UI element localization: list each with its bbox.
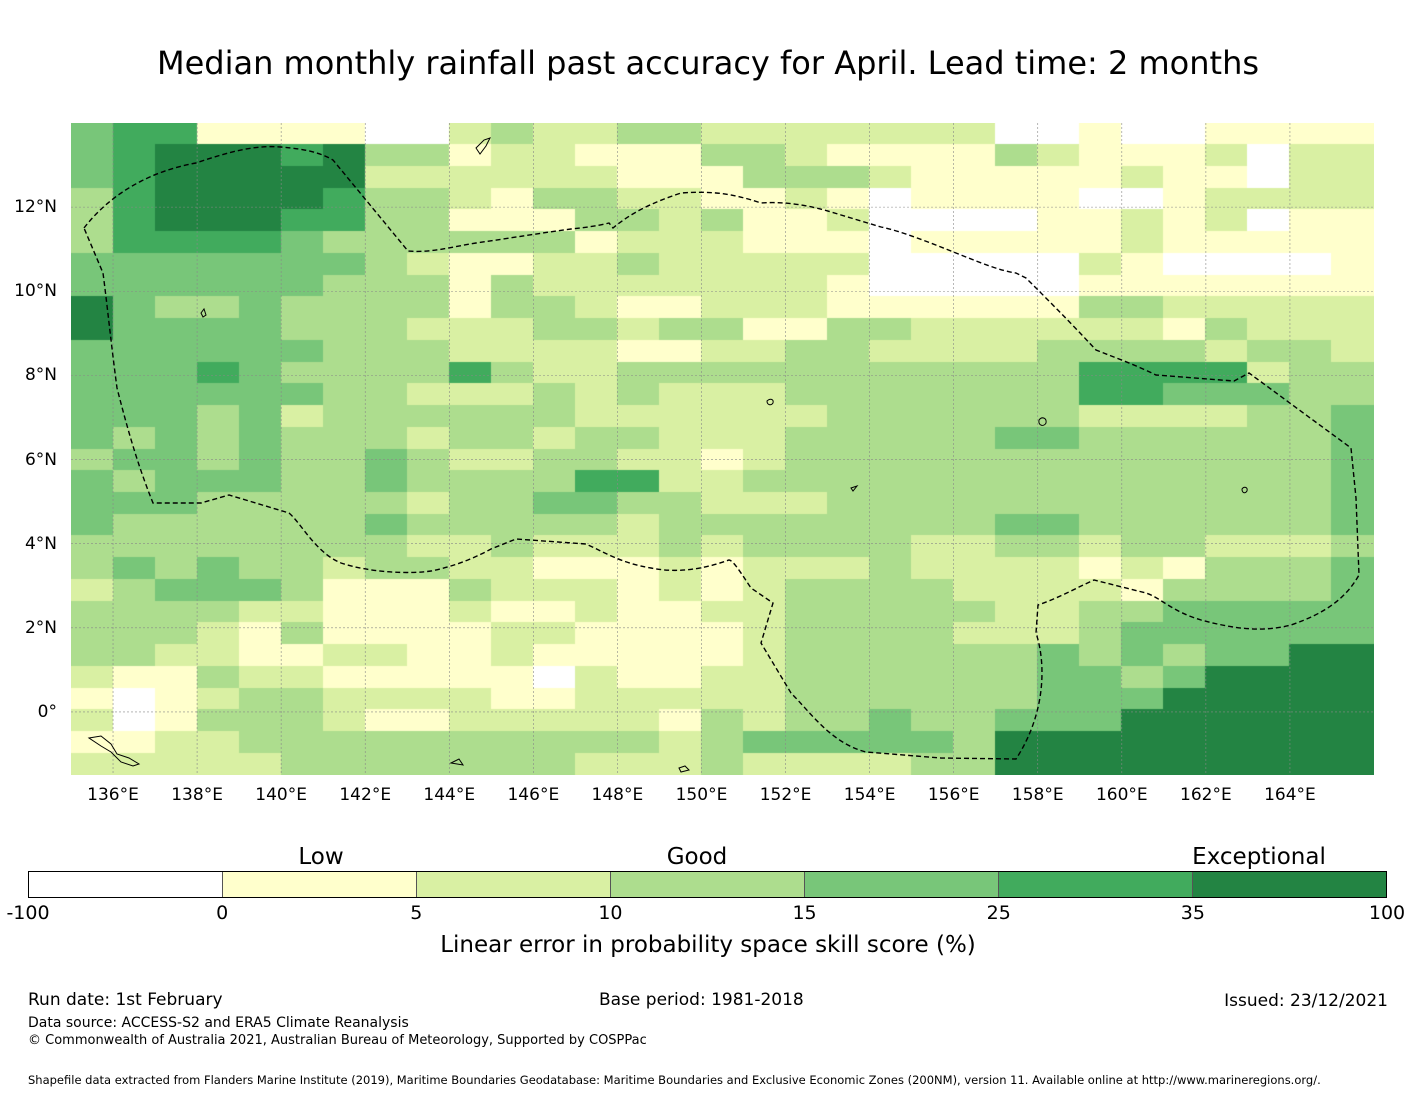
colorbar-category-good: Good (666, 844, 728, 870)
skill-score-map (71, 123, 1374, 775)
island-palau-region (87, 735, 141, 767)
island-yap (200, 307, 207, 318)
y-tick-label: 12°N (14, 197, 57, 218)
colorbar-segment (805, 872, 999, 897)
x-tick-label: 142°E (339, 785, 392, 805)
colorbar-tick-label: 25 (986, 902, 1011, 924)
colorbar-tick-label: 15 (792, 902, 817, 924)
y-tick-label: 4°N (24, 533, 57, 554)
y-tick-label: 2°N (24, 617, 57, 638)
x-tick-label: 164°E (1264, 785, 1316, 805)
colorbar-segment (417, 872, 611, 897)
island-chuuk (766, 398, 774, 406)
colorbar (28, 871, 1387, 898)
colorbar-segment (29, 872, 223, 897)
x-tick-label: 162°E (1180, 785, 1232, 805)
copyright: © Commonwealth of Australia 2021, Austra… (28, 1033, 647, 1048)
colorbar-tick-label: -100 (6, 902, 50, 924)
island-outlines (87, 137, 1248, 773)
skill-grid-raster (71, 123, 1374, 775)
y-tick-label: 10°N (14, 281, 57, 302)
x-tick-label: 144°E (423, 785, 476, 805)
issued-date: Issued: 23/12/2021 (1224, 991, 1388, 1011)
y-tick-label: 6°N (24, 449, 57, 470)
graticule (71, 123, 1374, 775)
x-tick-label: 136°E (87, 785, 139, 805)
run-date: Run date: 1st February (28, 990, 223, 1010)
colorbar-tick-label: 0 (216, 902, 229, 924)
island-micro-1 (850, 484, 859, 492)
x-tick-label: 146°E (507, 785, 560, 805)
base-period: Base period: 1981-2018 (599, 990, 804, 1010)
x-tick-label: 138°E (171, 785, 223, 805)
x-tick-label: 158°E (1011, 785, 1064, 805)
colorbar-segment (999, 872, 1193, 897)
island-pohnpei (1038, 417, 1047, 426)
colorbar-segment (223, 872, 417, 897)
colorbar-tick-label: 100 (1368, 902, 1406, 924)
data-source: Data source: ACCESS-S2 and ERA5 Climate … (28, 1015, 409, 1031)
x-tick-label: 140°E (255, 785, 308, 805)
y-tick-label: 0° (37, 701, 57, 722)
x-tick-label: 160°E (1095, 785, 1148, 805)
island-micro-3 (449, 758, 465, 766)
colorbar-segment (1193, 872, 1386, 897)
colorbar-label: Linear error in probability space skill … (440, 932, 976, 958)
x-tick-label: 156°E (927, 785, 980, 805)
colorbar-category-low: Low (298, 844, 344, 870)
x-tick-label: 150°E (675, 785, 728, 805)
colorbar-tick-label: 35 (1180, 902, 1205, 924)
map-overlay (71, 123, 1374, 775)
shapefile-credit: Shapefile data extracted from Flanders M… (28, 1073, 1321, 1087)
colorbar-category-exceptional: Exceptional (1192, 844, 1326, 870)
map-title: Median monthly rainfall past accuracy fo… (156, 44, 1260, 82)
colorbar-tick-label: 5 (410, 902, 423, 924)
x-tick-label: 154°E (843, 785, 896, 805)
island-micro-2 (678, 765, 690, 773)
x-tick-label: 152°E (759, 785, 812, 805)
colorbar-tick-label: 10 (598, 902, 623, 924)
island-kosrae (1241, 486, 1248, 494)
x-tick-label: 148°E (591, 785, 644, 805)
y-tick-label: 8°N (24, 365, 57, 386)
island-guam (475, 137, 491, 155)
eez-boundary-line (83, 145, 1360, 760)
colorbar-segment (611, 872, 805, 897)
